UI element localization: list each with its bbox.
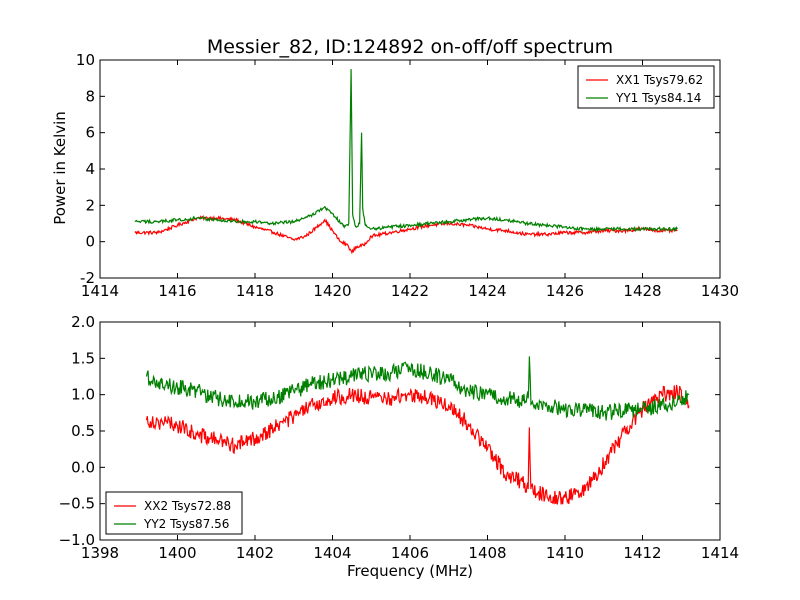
- x-tick-label: 1414: [81, 282, 119, 300]
- legend: XX1 Tsys79.62 YY1 Tsys84.14: [577, 65, 715, 109]
- x-tick-label: 1408: [468, 544, 506, 562]
- chart-title: Messier_82, ID:124892 on-off/off spectru…: [207, 36, 613, 58]
- legend: XX2 Tsys72.88 YY2 Tsys87.56: [105, 491, 243, 535]
- legend-box: [105, 491, 243, 535]
- x-tick-label: 1414: [701, 544, 739, 562]
- series-line-2: [145, 356, 690, 421]
- y-tick-label: 2.0: [71, 313, 95, 331]
- x-tick-label: 1400: [158, 544, 196, 562]
- series-group: [134, 69, 678, 255]
- x-tick-label: 1416: [158, 282, 196, 300]
- y-tick-label: 4: [85, 160, 95, 178]
- series-line-1: [145, 384, 690, 505]
- y-tick-label: −1.0: [59, 531, 95, 549]
- top-spectrum-panel: 1414 1416 1418 1420 1422 1424 1426 1428 1430 -2 0 2…: [76, 51, 739, 300]
- x-tick-label: 1398: [81, 544, 119, 562]
- x-tick-label: 1430: [701, 282, 739, 300]
- y-tick-label: 2: [85, 196, 95, 214]
- legend-label: XX1 Tsys79.62: [616, 73, 703, 87]
- y-tick-label: 8: [85, 87, 95, 105]
- bottom-spectrum-panel: 1398 1400 1402 1404 1406 1408 1410 1412 1414 −1.0…: [59, 313, 740, 562]
- y-tick-label: −0.5: [59, 495, 95, 513]
- x-axis-label-bottom: Frequency (MHz): [347, 562, 473, 580]
- legend-label: YY1 Tsys84.14: [615, 91, 701, 105]
- x-tick-label: 1404: [313, 544, 351, 562]
- y-axis-label-top: Power in Kelvin: [51, 111, 69, 225]
- y-tick-label: 0: [85, 233, 95, 251]
- x-tick-label: 1402: [236, 544, 274, 562]
- x-tick-label: 1410: [546, 544, 584, 562]
- y-tick-label: 0.5: [71, 422, 95, 440]
- x-tick-label: 1406: [391, 544, 429, 562]
- legend-box: [577, 65, 715, 109]
- y-tick-label: 1.0: [71, 386, 95, 404]
- y-tick-label: 0.0: [71, 458, 95, 476]
- x-tick-label: 1426: [546, 282, 584, 300]
- series-line-2: [134, 69, 678, 233]
- x-tick-label: 1420: [313, 282, 351, 300]
- series-group: [145, 356, 690, 505]
- y-tick-label: 1.5: [71, 349, 95, 367]
- series-line-1: [134, 214, 678, 255]
- y-tick-label: 6: [85, 124, 95, 142]
- legend-label: XX2 Tsys72.88: [144, 499, 231, 513]
- x-tick-label: 1428: [623, 282, 661, 300]
- x-tick-label: 1422: [391, 282, 429, 300]
- x-tick-label: 1412: [623, 544, 661, 562]
- y-tick-label: -2: [80, 269, 95, 287]
- legend-label: YY2 Tsys87.56: [143, 517, 229, 531]
- x-tick-label: 1418: [236, 282, 274, 300]
- x-tick-label: 1424: [468, 282, 506, 300]
- y-tick-label: 10: [76, 51, 95, 69]
